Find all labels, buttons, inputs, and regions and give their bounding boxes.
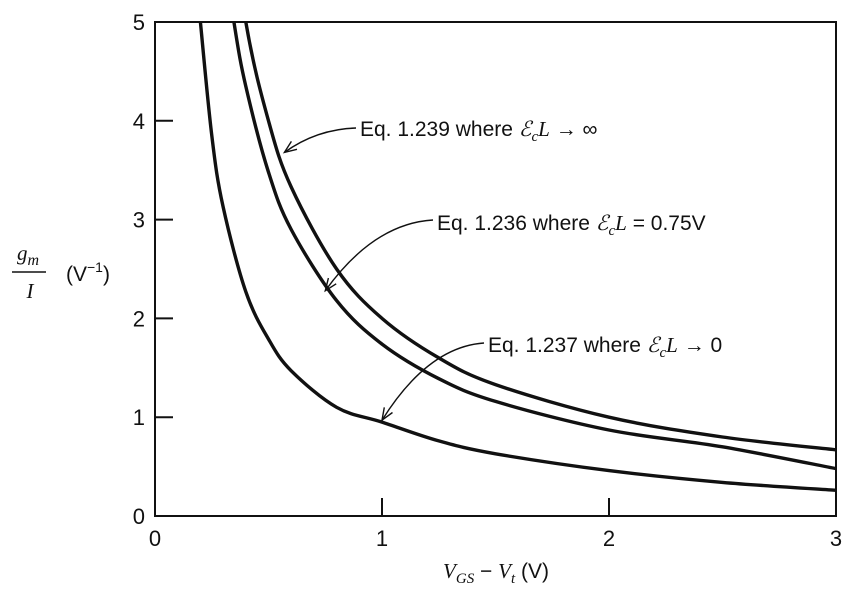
y-tick-label: 2 [133,306,145,331]
y-axis-label: gm I (V−1) [12,241,110,303]
x-tick-label: 2 [603,526,615,551]
annotation-eq-1237: Eq. 1.237 where ℰcL → 0 [488,333,722,361]
y-tick-label: 0 [133,504,145,529]
y-tick-label: 5 [133,10,145,35]
svg-text:gm: gm [17,241,39,269]
y-tick-label: 3 [133,208,145,233]
annotation-arrowhead-1 [282,141,298,154]
y-tick-label: 1 [133,405,145,430]
axis-ticks [155,119,610,516]
series-line-2 [232,22,836,471]
annotation-arrow-3 [381,342,485,421]
x-tick-label: 0 [149,526,161,551]
annotation-arrowhead-2 [324,277,337,293]
annotation-eq-1236: Eq. 1.236 where ℰcL = 0.75V [437,211,706,239]
y-tick-label: 4 [133,109,145,134]
series-line-1 [244,22,836,452]
series-line-3 [198,22,836,492]
curves [198,22,836,492]
svg-text:I: I [26,279,35,303]
annotation-arrow-1 [283,127,357,153]
axis-tick-labels: 0 1 2 3 0 1 2 3 4 5 [133,10,842,551]
svg-text:(V−1): (V−1) [66,259,110,286]
plot-frame [154,21,837,517]
x-axis-label: VGS − Vt (V) [443,559,549,587]
x-tick-label: 1 [376,526,388,551]
annotation-eq-1239: Eq. 1.239 where ℰcL → ∞ [360,117,598,145]
annotation-arrows [282,127,485,422]
annotation-arrow-2 [324,219,434,292]
annotation-arrowhead-3 [381,407,393,422]
x-tick-label: 3 [830,526,842,551]
